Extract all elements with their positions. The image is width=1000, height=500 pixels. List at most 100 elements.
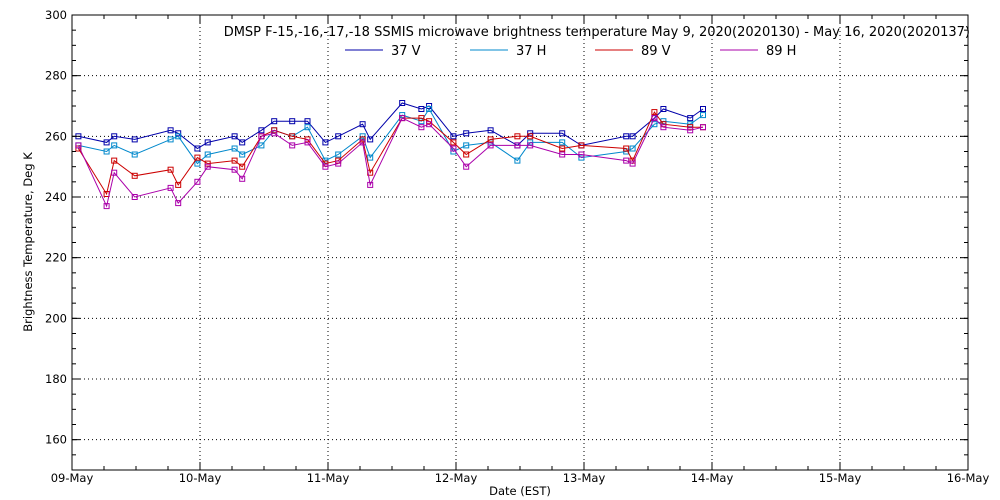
data-point — [367, 181, 374, 188]
chart-title: DMSP F-15,-16,-17,-18 SSMIS microwave br… — [224, 25, 970, 40]
data-point — [231, 133, 238, 140]
data-point — [111, 157, 118, 164]
data-point — [514, 133, 521, 140]
data-point — [335, 151, 342, 158]
data-point — [418, 124, 425, 131]
x-tick-label: 15-May — [819, 471, 862, 485]
data-point — [289, 133, 296, 140]
y-tick-label: 200 — [45, 311, 67, 325]
data-point — [651, 109, 658, 116]
data-point — [359, 121, 366, 128]
x-tick-label: 10-May — [179, 471, 222, 485]
data-point — [660, 106, 667, 112]
data-point — [559, 139, 566, 146]
data-point — [258, 142, 265, 149]
data-point — [700, 112, 706, 119]
data-point — [578, 142, 585, 149]
data-point — [204, 151, 211, 158]
data-point — [487, 142, 494, 149]
data-point — [660, 124, 667, 131]
data-point — [527, 133, 534, 140]
x-tick-label: 14-May — [691, 471, 734, 485]
data-point — [651, 115, 658, 122]
data-point — [322, 163, 329, 170]
grid-lines — [72, 15, 968, 470]
x-tick-label: 09-May — [51, 471, 94, 485]
data-point — [450, 139, 457, 146]
data-point — [578, 151, 585, 158]
data-point — [426, 106, 433, 112]
legend-label: 89 V — [641, 44, 671, 59]
data-point — [194, 154, 201, 161]
y-tick-label: 240 — [45, 190, 67, 204]
data-point — [194, 160, 201, 167]
series-line-89-v — [77, 111, 703, 196]
legend: 37 V 37 H 89 V 89 H — [345, 44, 796, 59]
data-point — [629, 160, 636, 167]
data-point — [103, 148, 110, 155]
data-point — [231, 145, 238, 152]
data-point — [194, 178, 201, 185]
data-point — [239, 139, 246, 146]
series-line-37-v — [78, 102, 704, 150]
data-point — [463, 163, 470, 170]
data-series — [75, 100, 706, 210]
data-point — [304, 139, 311, 146]
data-point — [487, 127, 494, 134]
data-point — [623, 133, 630, 140]
data-point — [271, 118, 278, 125]
data-point — [623, 145, 630, 152]
data-point — [399, 100, 406, 106]
data-point — [487, 136, 494, 143]
data-point — [111, 142, 118, 149]
data-point — [175, 200, 182, 207]
data-point — [687, 127, 694, 134]
data-point — [367, 136, 374, 143]
data-point — [131, 151, 138, 158]
data-point — [111, 169, 118, 176]
data-point — [359, 139, 366, 146]
y-tick-label: 260 — [45, 129, 67, 143]
data-point — [239, 151, 246, 158]
data-point — [687, 124, 694, 131]
data-point — [623, 157, 630, 164]
data-point — [175, 181, 182, 188]
data-point — [131, 136, 138, 143]
data-point — [399, 115, 406, 122]
data-point — [204, 163, 211, 170]
data-point — [514, 142, 521, 149]
y-tick-label: 280 — [45, 69, 67, 83]
data-point — [578, 154, 585, 161]
data-point — [335, 133, 342, 140]
y-tick-label: 220 — [45, 251, 67, 265]
x-axis-label: Date (EST) — [489, 484, 551, 498]
data-point — [418, 115, 425, 122]
data-point — [204, 139, 211, 146]
data-point — [167, 166, 174, 173]
data-point — [559, 130, 566, 137]
data-point — [231, 157, 238, 164]
data-point — [629, 133, 636, 140]
data-point — [111, 133, 118, 140]
data-point — [527, 142, 534, 149]
axes: 160 180 200 220 240 260 280 300 09-May 10-May 11-M… — [45, 8, 989, 485]
data-point — [258, 133, 265, 140]
data-point — [418, 118, 425, 125]
x-tick-label: 11-May — [307, 471, 350, 485]
data-point — [418, 106, 425, 112]
data-point — [167, 127, 174, 134]
data-point — [426, 121, 433, 128]
x-tick-label: 13-May — [563, 471, 606, 485]
data-point — [629, 145, 636, 152]
y-axis-label: Brightness Temperature, Deg K — [21, 152, 35, 332]
data-point — [463, 130, 470, 137]
data-point — [559, 145, 566, 152]
x-tick-label: 16-May — [947, 471, 990, 485]
data-point — [103, 203, 110, 210]
data-point — [335, 160, 342, 167]
data-point — [239, 175, 246, 182]
data-point — [463, 142, 470, 149]
plot-frame — [71, 14, 969, 471]
legend-label: 89 H — [766, 44, 796, 59]
series-line-89-h — [77, 117, 704, 208]
